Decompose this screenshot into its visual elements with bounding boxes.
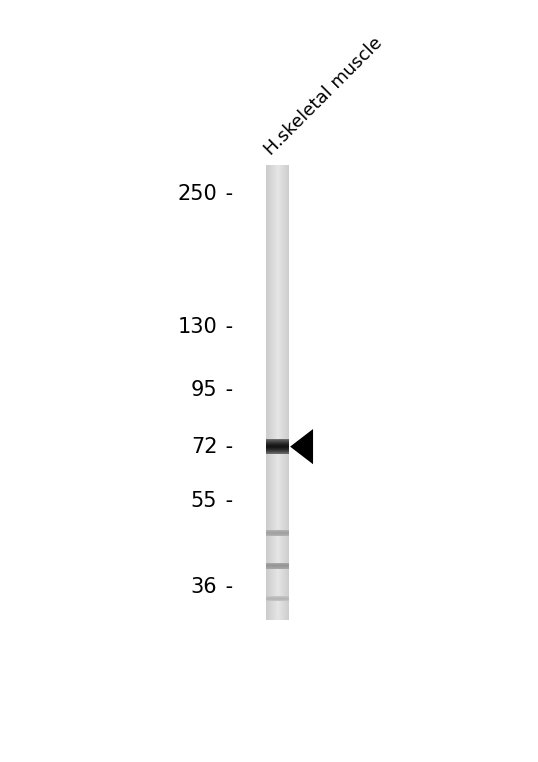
Text: -: -	[220, 578, 233, 597]
Polygon shape	[290, 429, 313, 464]
Text: -: -	[220, 380, 233, 400]
Text: 72: 72	[191, 437, 217, 456]
Text: 95: 95	[191, 380, 217, 400]
Text: -: -	[220, 184, 233, 204]
Text: 55: 55	[191, 491, 217, 511]
Text: -: -	[220, 437, 233, 456]
Text: 36: 36	[191, 578, 217, 597]
Text: 130: 130	[178, 317, 217, 337]
Text: 250: 250	[178, 184, 217, 204]
Text: -: -	[220, 491, 233, 511]
Text: H.skeletal muscle: H.skeletal muscle	[261, 34, 386, 159]
Text: -: -	[220, 317, 233, 337]
